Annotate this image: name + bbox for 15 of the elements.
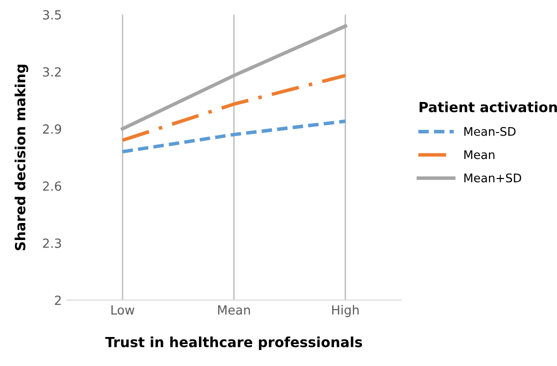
legend-label: Mean-SD xyxy=(464,126,516,136)
x-axis-title: Trust in healthcare professionals xyxy=(105,336,362,350)
x-tick-label: Mean xyxy=(218,305,250,315)
legend-label: Mean+SD xyxy=(464,173,522,182)
y-tick-label: 2.6 xyxy=(43,181,62,191)
legend-label: Mean xyxy=(464,150,494,160)
y-tick-label: 2.9 xyxy=(43,124,62,134)
x-tick-label: High xyxy=(332,304,359,318)
y-axis-title: Shared decision making xyxy=(14,64,28,250)
y-tick-label: 2.3 xyxy=(43,238,61,248)
x-tick-label: Low xyxy=(111,305,134,315)
legend-title: Patient activation xyxy=(420,102,557,112)
y-tick-label: 3.5 xyxy=(43,10,61,20)
y-tick-label: 3.2 xyxy=(43,67,61,77)
y-tick-label: 2 xyxy=(54,296,61,305)
